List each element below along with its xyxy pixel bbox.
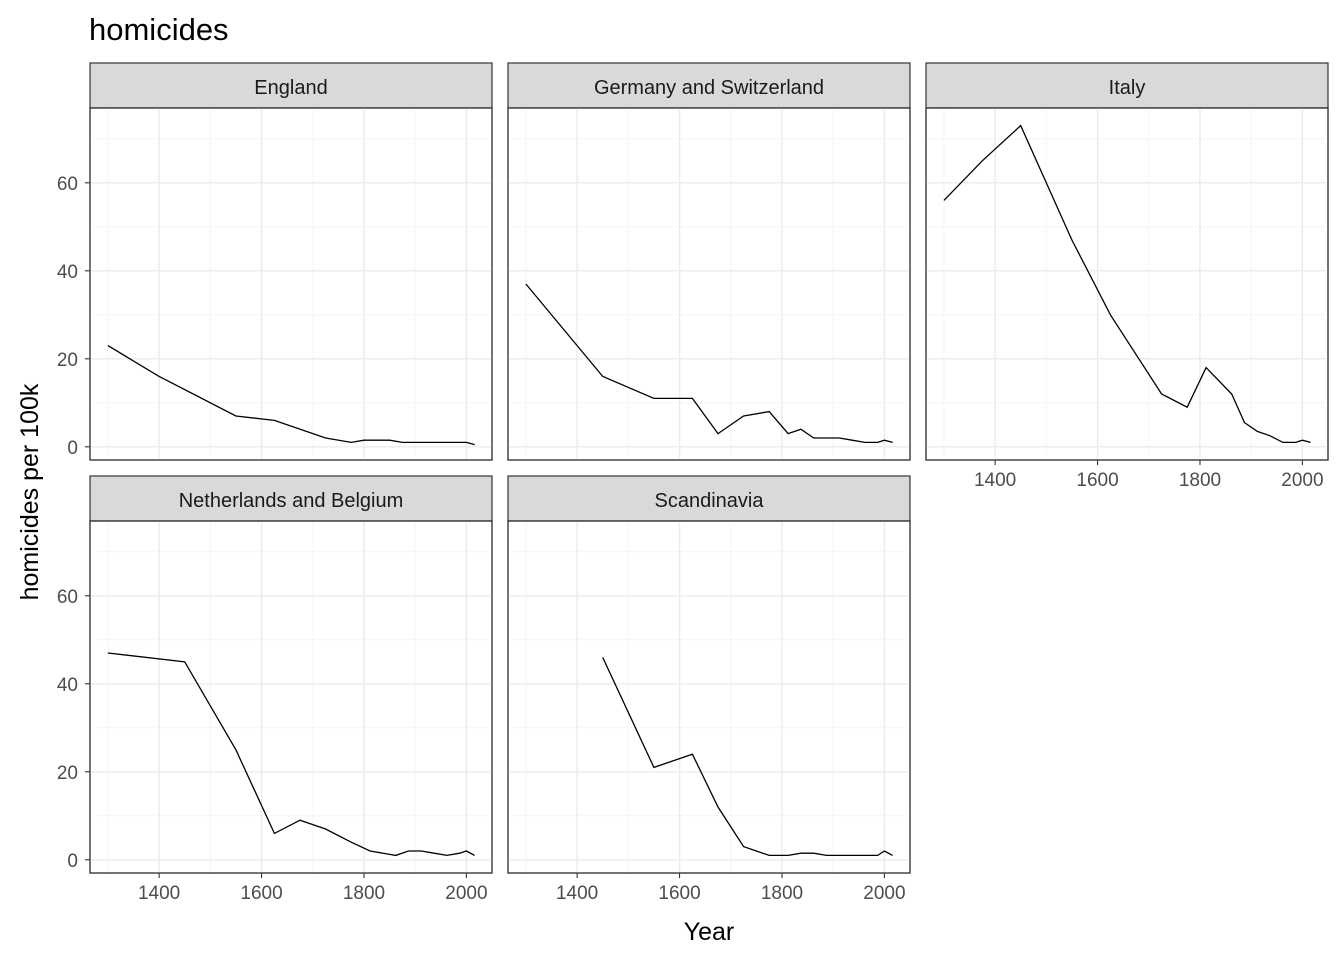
y-tick-label: 0 <box>67 438 78 459</box>
x-tick-label: 1400 <box>974 470 1016 491</box>
x-axis-title: Year <box>684 918 735 946</box>
facet-strip-label: Germany and Switzerland <box>594 77 824 99</box>
facet-panel: Netherlands and Belgium 1400 1600 1800 2000 0… <box>57 475 493 904</box>
panel-border <box>925 107 1329 461</box>
y-tick-label: 60 <box>57 587 78 608</box>
panel-border <box>507 107 911 461</box>
facet-panel: Italy 1400 1600 1800 2000 <box>925 62 1329 491</box>
x-tick-label: 1800 <box>1179 470 1221 491</box>
y-tick-label: 20 <box>57 763 78 784</box>
x-tick-label: 1600 <box>658 883 700 904</box>
x-tick-label: 1800 <box>343 883 385 904</box>
y-tick-label: 0 <box>67 851 78 872</box>
panel-background <box>925 107 1329 461</box>
facet-strip-label: Italy <box>1109 77 1146 99</box>
panel-background <box>507 520 911 874</box>
facet-strip <box>925 62 1329 109</box>
series-line <box>602 657 893 857</box>
y-tick-label: 40 <box>57 675 78 696</box>
facet-strip-label: Netherlands and Belgium <box>179 490 404 512</box>
facet-strip-label: England <box>254 77 327 99</box>
facet-strip <box>89 475 493 522</box>
y-tick-label: 20 <box>57 350 78 371</box>
facet-panel: England 0 20 40 60 <box>57 62 493 461</box>
series-line <box>107 345 475 446</box>
panel-border <box>89 107 493 461</box>
facet-panel: Germany and Switzerland <box>507 62 911 461</box>
x-tick-label: 2000 <box>863 883 905 904</box>
x-tick-label: 1400 <box>138 883 180 904</box>
y-axis-title: homicides per 100k <box>16 383 44 600</box>
y-tick-label: 40 <box>57 262 78 283</box>
panel-border <box>507 520 911 874</box>
facet-strip <box>89 62 493 109</box>
facet-strip <box>507 62 911 109</box>
x-tick-label: 2000 <box>1281 470 1323 491</box>
y-tick-label: 60 <box>57 174 78 195</box>
x-tick-label: 1800 <box>761 883 803 904</box>
panel-border <box>89 520 493 874</box>
series-line <box>525 283 893 444</box>
facet-panel: Scandinavia 1400 1600 1800 2000 <box>507 475 911 904</box>
x-tick-label: 1400 <box>556 883 598 904</box>
panel-background <box>507 107 911 461</box>
series-line <box>107 652 475 857</box>
facet-panels: England 0 20 40 60 Germany and Switzerland Ita… <box>57 62 1329 904</box>
x-tick-label: 2000 <box>445 883 487 904</box>
panel-background <box>89 107 493 461</box>
facet-strip-label: Scandinavia <box>655 490 765 512</box>
chart-title: homicides <box>89 12 229 47</box>
series-line <box>943 124 1311 444</box>
x-tick-label: 1600 <box>240 883 282 904</box>
panel-background <box>89 520 493 874</box>
x-tick-label: 1600 <box>1076 470 1118 491</box>
